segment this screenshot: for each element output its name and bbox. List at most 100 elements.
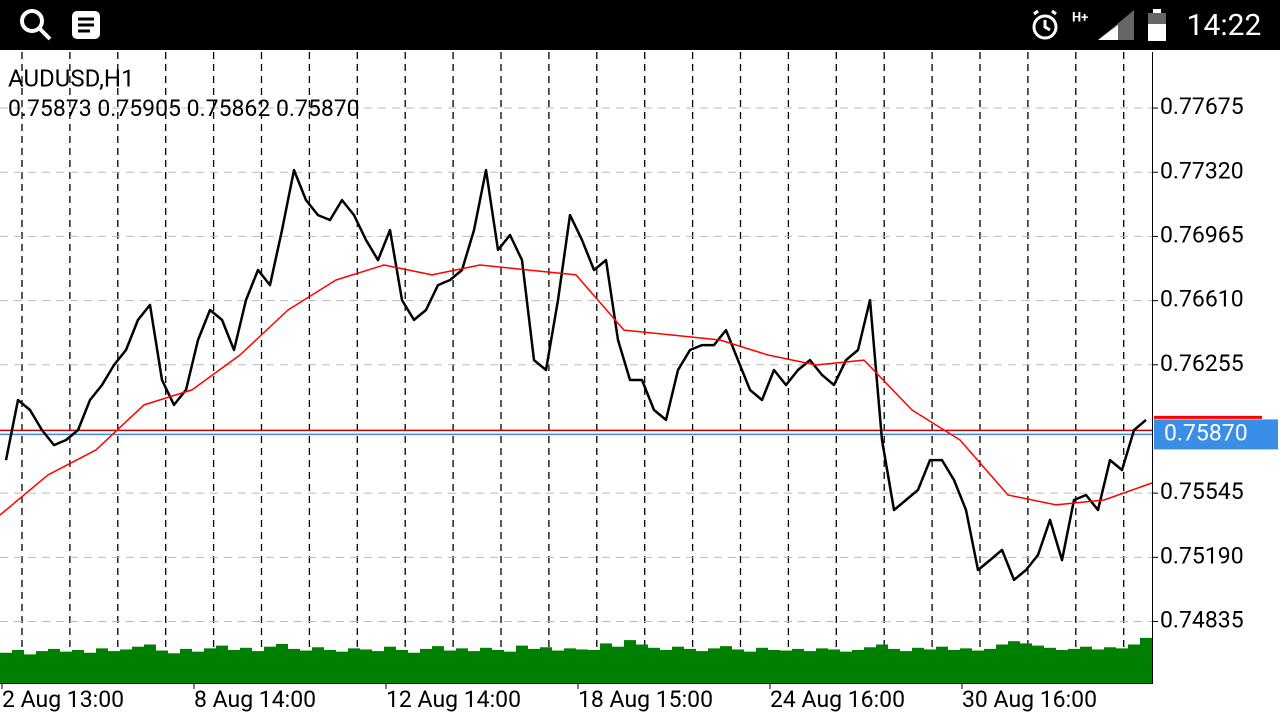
volume-bar — [396, 650, 408, 683]
volume-bar — [1032, 645, 1044, 683]
volume-bar — [456, 648, 468, 683]
volume-bar — [684, 648, 696, 683]
volume-bar — [828, 649, 840, 683]
y-tick-label: 0.76610 — [1160, 286, 1244, 313]
volume-bar — [924, 649, 936, 683]
symbol-title: AUDUSD,H1 — [8, 64, 134, 92]
volume-bar — [324, 650, 336, 683]
volume-bar — [432, 646, 444, 683]
x-tick-label: 2 Aug 13:00 — [2, 686, 124, 713]
volume-bar — [816, 648, 828, 683]
volume-bar — [792, 648, 804, 683]
volume-bar — [552, 650, 564, 683]
volume-bar — [1068, 648, 1080, 683]
volume-bar — [576, 649, 588, 683]
volume-bar — [1080, 646, 1092, 683]
x-tick-label: 8 Aug 14:00 — [194, 686, 316, 713]
volume-bar — [600, 643, 612, 683]
volume-bar — [276, 643, 288, 683]
volume-bar — [504, 651, 516, 683]
volume-bar — [612, 646, 624, 683]
volume-bar — [72, 650, 84, 683]
volume-bar — [480, 647, 492, 683]
volume-bar — [468, 651, 480, 683]
volume-bar — [672, 646, 684, 683]
volume-bar — [48, 648, 60, 683]
volume-bar — [840, 651, 852, 683]
volume-bar — [708, 648, 720, 683]
volume-bar — [1116, 648, 1128, 683]
volume-bar — [312, 647, 324, 683]
volume-bar — [540, 647, 552, 683]
volume-bar — [204, 648, 216, 683]
volume-bar — [516, 645, 528, 683]
volume-bar — [228, 650, 240, 683]
volume-bar — [1020, 643, 1032, 683]
volume-bar — [1140, 637, 1152, 683]
volume-bar — [528, 648, 540, 683]
y-tick-label: 0.77320 — [1160, 157, 1244, 184]
volume-bar — [12, 650, 24, 683]
volume-bar — [264, 646, 276, 683]
volume-bar — [960, 648, 972, 683]
status-bar — [0, 0, 1280, 50]
volume-bar — [144, 644, 156, 683]
volume-bar — [492, 650, 504, 683]
y-tick-label: 0.77675 — [1160, 93, 1244, 120]
volume-bar — [660, 650, 672, 683]
volume-bar — [984, 648, 996, 683]
y-tick-label: 0.76965 — [1160, 221, 1244, 248]
volume-bar — [936, 646, 948, 683]
volume-bar — [288, 648, 300, 683]
volume-bar — [84, 652, 96, 683]
news-icon[interactable] — [72, 11, 100, 39]
volume-bar — [360, 649, 372, 683]
volume-bar — [852, 650, 864, 683]
y-tick-label: 0.74835 — [1160, 607, 1244, 634]
ohlc-readout: 0.75873 0.75905 0.75862 0.75870 — [8, 95, 360, 122]
volume-bar — [756, 647, 768, 683]
volume-bar — [1104, 647, 1116, 683]
volume-bar — [876, 644, 888, 683]
volume-bar — [180, 648, 192, 683]
volume-bar — [588, 650, 600, 683]
volume-bar — [108, 651, 120, 683]
x-tick-label: 24 Aug 16:00 — [770, 686, 905, 713]
volume-bar — [1056, 650, 1068, 683]
volume-bar — [240, 647, 252, 683]
volume-bar — [96, 648, 108, 683]
volume-bar — [636, 644, 648, 683]
volume-bar — [624, 640, 636, 683]
volume-bar — [0, 652, 12, 683]
x-tick-label: 18 Aug 15:00 — [578, 686, 713, 713]
volume-bar — [168, 653, 180, 683]
volume-bar — [912, 647, 924, 683]
volume-bar — [744, 651, 756, 683]
volume-bar — [996, 644, 1008, 683]
volume-bar — [120, 649, 132, 683]
volume-bar — [1092, 649, 1104, 683]
volume-bar — [1008, 641, 1020, 683]
volume-bar — [336, 651, 348, 683]
x-tick-label: 30 Aug 16:00 — [962, 686, 1097, 713]
volume-bar — [804, 651, 816, 683]
moving-average-line — [0, 264, 1153, 516]
y-tick-label: 0.75190 — [1160, 542, 1244, 569]
volume-bar — [60, 651, 72, 683]
volume-bar — [768, 650, 780, 683]
battery-icon — [1148, 9, 1166, 41]
volume-bar — [372, 651, 384, 683]
price-line — [4, 168, 1147, 582]
y-tick-label: 0.76255 — [1160, 350, 1244, 377]
volume-bar — [780, 650, 792, 683]
volume-bar — [348, 648, 360, 683]
svg-text:H+: H+ — [1072, 10, 1088, 25]
signal-icon: H+ — [1072, 10, 1134, 40]
volume-bar — [384, 646, 396, 683]
volume-bar — [1044, 647, 1056, 683]
volume-bar — [564, 648, 576, 683]
search-icon[interactable] — [20, 9, 52, 41]
clock: 14:22 — [1187, 8, 1262, 43]
volume-bar — [648, 647, 660, 683]
